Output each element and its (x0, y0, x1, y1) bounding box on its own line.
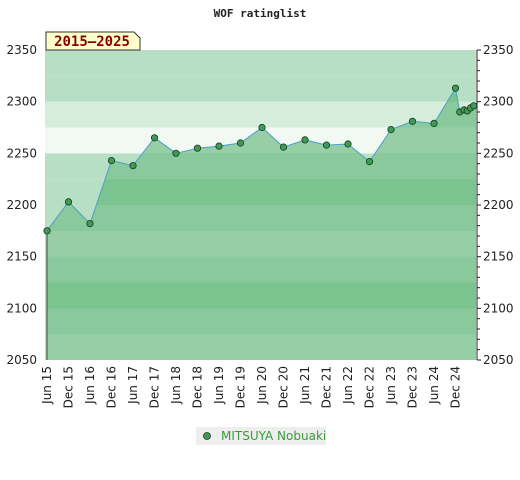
x-tick-label: Dec 17 (148, 366, 162, 408)
area-stripe (47, 282, 476, 309)
data-point (344, 140, 352, 148)
data-point (129, 162, 137, 170)
y-tick-label-left: 2050 (6, 353, 37, 367)
x-tick-label: Dec 24 (449, 366, 463, 408)
background-band (45, 50, 476, 76)
data-point (430, 119, 438, 128)
legend-box (196, 427, 326, 445)
x-tick-label: Dec 19 (234, 366, 248, 408)
data-point (107, 157, 116, 165)
area-stripe (47, 256, 476, 283)
data-point (215, 142, 223, 150)
y-tick-label-right: 2300 (483, 95, 514, 109)
x-tick-label: Jun 21 (298, 366, 312, 405)
data-point (470, 102, 478, 110)
x-tick-label: Jun 17 (126, 366, 140, 405)
y-tick-label-right: 2250 (483, 146, 514, 160)
x-tick-label: Jun 22 (341, 366, 355, 405)
background-band (45, 75, 476, 102)
chart-title: WOF ratinglist (214, 7, 307, 20)
data-point (365, 158, 374, 166)
series-markers (43, 84, 478, 235)
data-point (43, 227, 51, 235)
y-tick-label-right: 2050 (483, 353, 514, 367)
data-point (172, 149, 180, 157)
area-stripe (47, 179, 476, 205)
data-point (150, 134, 159, 142)
data-point (408, 117, 417, 125)
area-stripe (47, 308, 476, 335)
data-point (64, 198, 73, 206)
data-point (451, 84, 460, 92)
y-tick-label-right: 2100 (483, 301, 514, 315)
legend-label: MITSUYA Nobuaki (221, 429, 326, 443)
x-tick-label: Jun 23 (384, 366, 398, 405)
data-point (279, 143, 288, 151)
y-axis-left: 2050 2100 2150 2200 2250 2300 2350 (6, 43, 37, 367)
data-point (322, 141, 331, 149)
data-point (387, 126, 395, 134)
period-label: 2015–2025 (54, 34, 130, 50)
y-tick-label-left: 2300 (6, 95, 37, 109)
x-tick-label: Jun 16 (83, 366, 97, 405)
x-tick-label: Jun 15 (40, 366, 54, 405)
x-tick-label: Dec 18 (191, 366, 205, 408)
x-tick-label: Jun 24 (427, 366, 441, 405)
x-axis: Jun 15 Dec 15 Jun 16 Dec 16 Jun 17 Dec 17 Jun … (40, 366, 463, 408)
x-tick-label: Jun 19 (212, 366, 226, 405)
data-point (258, 123, 266, 132)
data-point (193, 144, 202, 152)
y-tick-label-left: 2200 (6, 198, 37, 212)
data-point (301, 136, 309, 144)
area-stripe (47, 205, 476, 231)
area-stripe (47, 230, 476, 257)
y-tick-label-left: 2150 (6, 250, 37, 264)
y-tick-label-right: 2350 (483, 43, 514, 57)
period-badge: 2015–2025 (45, 31, 141, 51)
background-band (45, 101, 476, 128)
x-tick-label: Jun 20 (255, 366, 269, 405)
y-tick-label-left: 2250 (6, 146, 37, 160)
x-tick-label: Dec 20 (277, 366, 291, 408)
y-tick-label-left: 2350 (6, 43, 37, 57)
data-point (86, 220, 94, 228)
legend-marker (203, 432, 211, 440)
plot-area (43, 50, 478, 360)
x-tick-label: Dec 23 (406, 366, 420, 408)
x-tick-label: Dec 21 (320, 366, 334, 408)
y-tick-label-right: 2200 (483, 198, 514, 212)
x-tick-label: Jun 18 (169, 366, 183, 405)
area-stripe (47, 334, 476, 360)
period-box (45, 31, 141, 51)
data-point (236, 139, 245, 147)
x-tick-label: Dec 15 (62, 366, 76, 408)
legend: MITSUYA Nobuaki (196, 427, 326, 445)
y-tick-label-left: 2100 (6, 301, 37, 315)
x-tick-label: Dec 22 (363, 366, 377, 408)
y-tick-label-right: 2150 (483, 250, 514, 264)
y-axis-right: 2050 2100 2150 2200 2250 2300 2350 (476, 43, 514, 367)
x-tick-label: Dec 16 (105, 366, 119, 408)
